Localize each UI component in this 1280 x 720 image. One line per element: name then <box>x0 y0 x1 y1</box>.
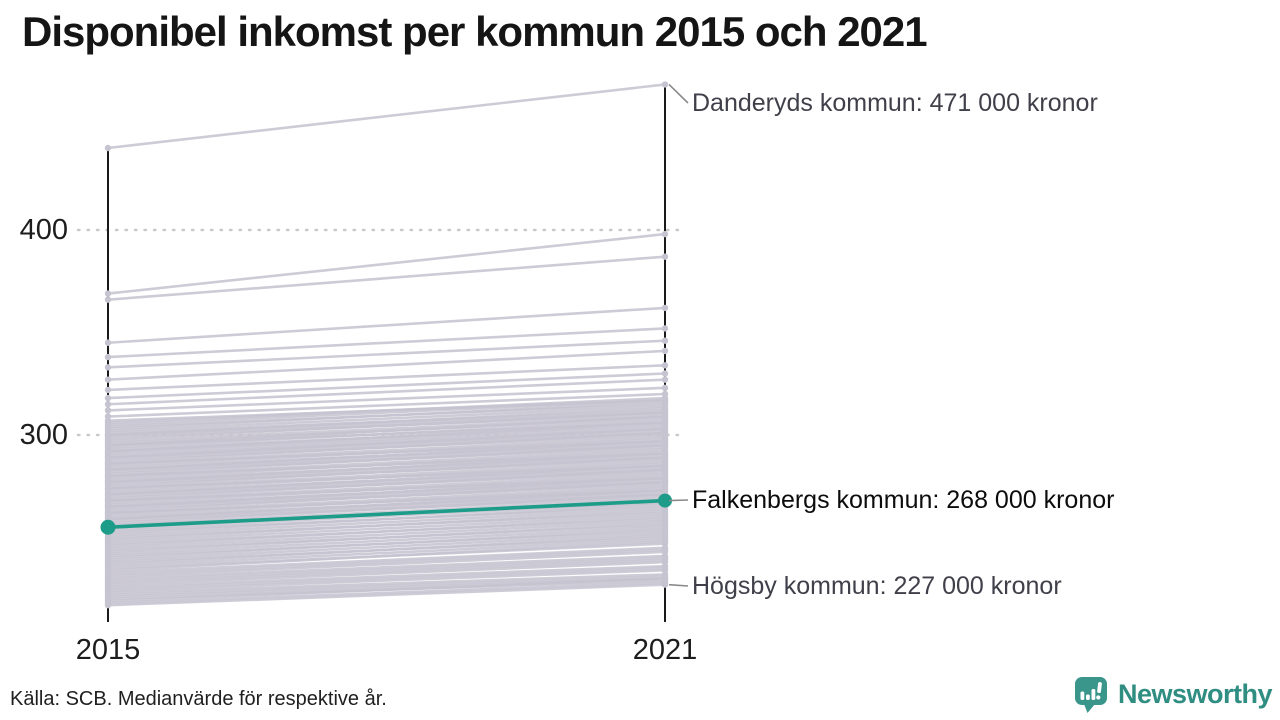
x-axis-tick-label-2015: 2015 <box>75 634 141 666</box>
y-axis-tick-label-300: 300 <box>19 419 68 451</box>
source-note: Källa: SCB. Medianvärde för respektive å… <box>10 688 387 710</box>
newsworthy-logo-icon <box>1074 677 1107 713</box>
y-axis-tick-label-400: 400 <box>19 214 68 246</box>
annotation-hogsby: Högsby kommun: 227 000 kronor <box>692 572 1062 600</box>
annotation-danderyd: Danderyds kommun: 471 000 kronor <box>692 89 1098 117</box>
x-axis-tick-label-2021: 2021 <box>632 634 698 666</box>
newsworthy-logo-text: Newsworthy <box>1117 679 1273 709</box>
newsworthy-logo: Newsworthy <box>1073 675 1273 714</box>
annotation-falkenberg: Falkenbergs kommun: 268 000 kronor <box>692 486 1115 514</box>
page-title: Disponibel inkomst per kommun 2015 och 2… <box>22 8 928 55</box>
